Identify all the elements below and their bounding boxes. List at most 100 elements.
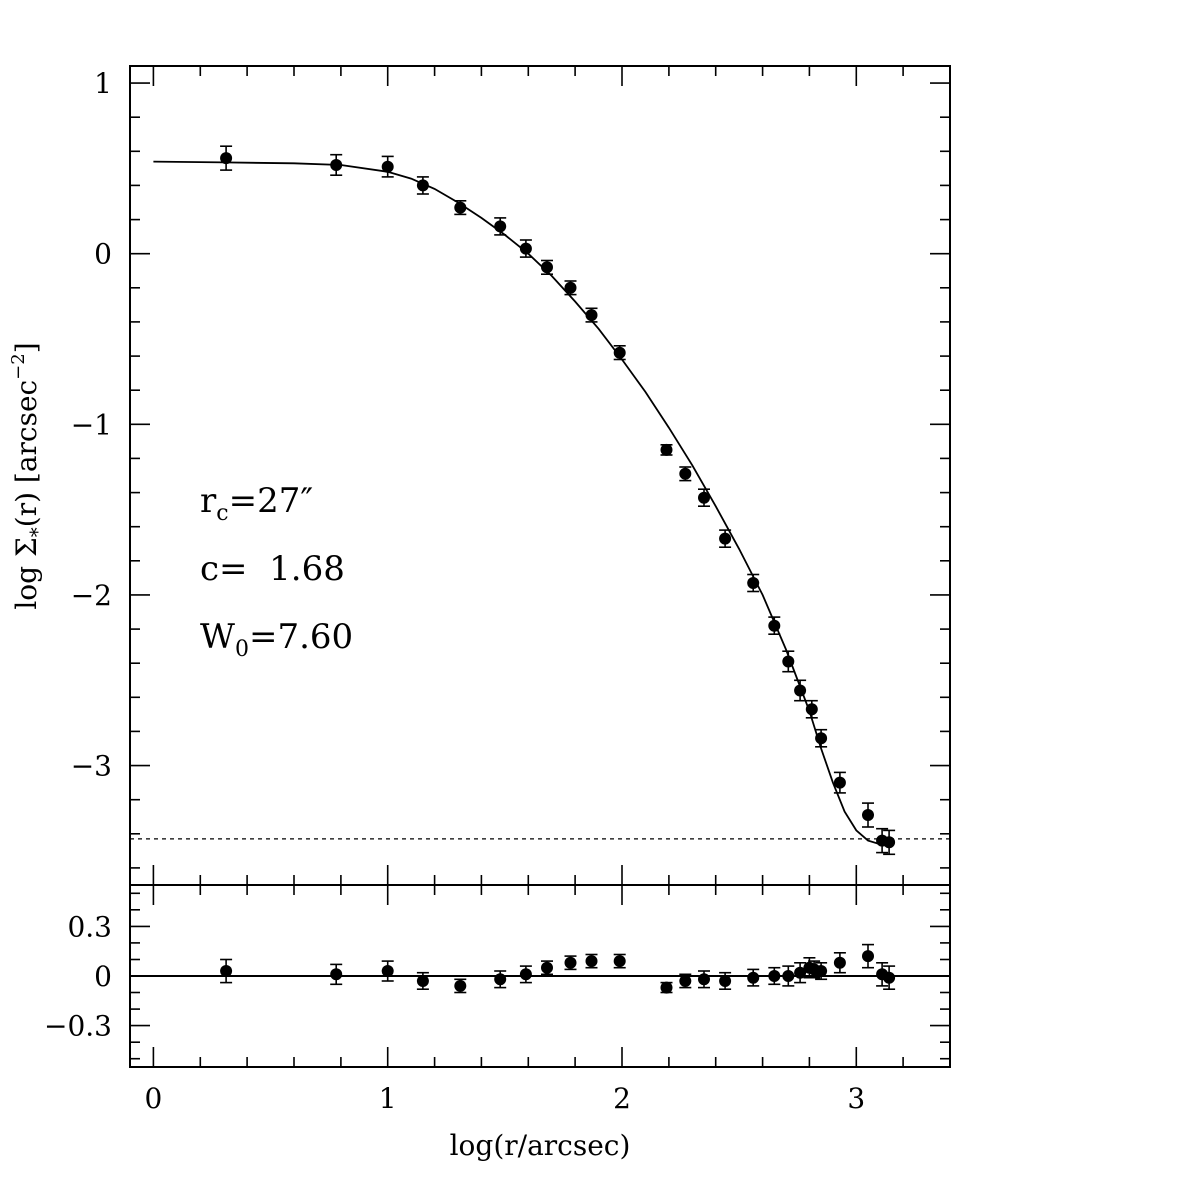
residual-ticks	[130, 885, 950, 1067]
residual-marker	[220, 965, 233, 977]
profile-marker	[805, 703, 818, 716]
profile-marker	[719, 532, 732, 545]
king-model-curve	[153, 160, 887, 845]
y-label-post: ]	[10, 342, 43, 353]
residual-point	[613, 953, 626, 969]
residual-data-points	[220, 943, 896, 994]
residual-point	[416, 971, 429, 991]
residual-point	[782, 965, 795, 987]
profile-marker	[613, 346, 626, 359]
residual-marker	[660, 981, 673, 994]
residual-marker	[519, 968, 532, 981]
annotation-rc-post: =27″	[229, 481, 313, 521]
residual-point	[330, 963, 343, 986]
residual-point	[698, 970, 710, 989]
profile-point	[698, 488, 710, 508]
residual-marker	[833, 956, 846, 969]
profile-marker	[862, 809, 874, 821]
residual-marker	[679, 975, 692, 987]
y-tick-label: 1	[94, 67, 112, 100]
profile-point	[768, 616, 781, 636]
profile-marker	[381, 160, 394, 173]
residual-marker	[564, 956, 577, 969]
profile-point	[330, 153, 343, 176]
y-tick-label: −1	[71, 408, 112, 441]
residual-marker	[883, 971, 896, 984]
profile-point	[585, 307, 598, 323]
residual-y-tick-label: −0.3	[44, 1010, 112, 1043]
profile-point	[794, 679, 807, 702]
x-tick-label: 3	[847, 1082, 865, 1115]
profile-marker	[815, 732, 828, 745]
profile-point	[833, 771, 846, 794]
residual-marker	[381, 965, 394, 977]
profile-point	[782, 650, 795, 673]
profile-marker	[883, 836, 896, 849]
x-axis-label: log(r/arcsec)	[450, 1129, 631, 1162]
residual-point	[883, 965, 896, 991]
profile-point	[719, 529, 732, 549]
residual-marker	[613, 955, 626, 968]
x-tick-labels: 0 1 2 3	[144, 1082, 865, 1115]
residual-point	[719, 971, 732, 991]
profile-marker	[679, 467, 692, 480]
annotation-w0: W0=7.60	[200, 617, 353, 662]
annotation-rc-sub: c	[216, 501, 228, 526]
residual-marker	[454, 979, 467, 992]
profile-data-points	[220, 145, 896, 856]
residual-point	[564, 955, 577, 971]
residual-point	[381, 960, 394, 982]
profile-marker	[330, 159, 343, 171]
profile-point	[815, 728, 828, 748]
profile-marker	[220, 152, 233, 165]
residual-marker	[768, 970, 781, 982]
x-tick-label: 2	[613, 1082, 631, 1115]
residual-marker	[862, 950, 874, 963]
residual-marker	[815, 965, 828, 977]
profile-marker	[794, 684, 807, 697]
y-label-pre: log Σ	[10, 537, 43, 609]
residual-marker	[330, 968, 343, 981]
profile-point	[883, 829, 896, 856]
profile-marker	[698, 491, 710, 504]
profile-marker	[416, 179, 429, 192]
y-axis-label: log Σ*(r) [arcsec−2]	[8, 342, 49, 609]
y-tick-label: −2	[71, 579, 112, 612]
residual-point	[794, 961, 807, 984]
residual-y-tick-label: 0	[94, 960, 112, 993]
profile-marker	[541, 261, 553, 274]
profile-point	[454, 200, 467, 216]
residual-point	[585, 953, 598, 969]
profile-point	[381, 155, 394, 178]
profile-marker	[782, 655, 795, 668]
y-label-mid: (r) [arcsec	[10, 380, 43, 527]
profile-marker	[494, 220, 507, 233]
residual-point	[815, 961, 828, 981]
annotation-rc-pre: r	[200, 481, 217, 521]
residual-marker	[782, 970, 795, 982]
residual-point	[679, 973, 692, 989]
profile-point	[679, 466, 692, 482]
profile-point	[416, 176, 429, 195]
residual-point	[660, 981, 673, 994]
residual-marker	[698, 973, 710, 986]
profile-point	[541, 259, 553, 276]
annotation-rc: rc=27″	[200, 481, 313, 526]
profile-point	[519, 239, 532, 258]
profile-point	[747, 573, 760, 593]
residual-marker	[416, 975, 429, 987]
residual-marker	[494, 973, 507, 986]
profile-marker	[454, 201, 467, 214]
residual-point	[862, 943, 874, 969]
residual-marker	[719, 975, 732, 987]
profile-point	[862, 802, 874, 828]
annotation-w0-sub: 0	[235, 637, 249, 662]
profile-point	[220, 145, 233, 171]
residual-point	[747, 968, 760, 987]
residual-point	[876, 961, 889, 987]
y-tick-label: −3	[71, 750, 112, 783]
residual-point	[454, 978, 467, 994]
profile-point	[564, 280, 577, 296]
profile-marker	[585, 309, 598, 322]
